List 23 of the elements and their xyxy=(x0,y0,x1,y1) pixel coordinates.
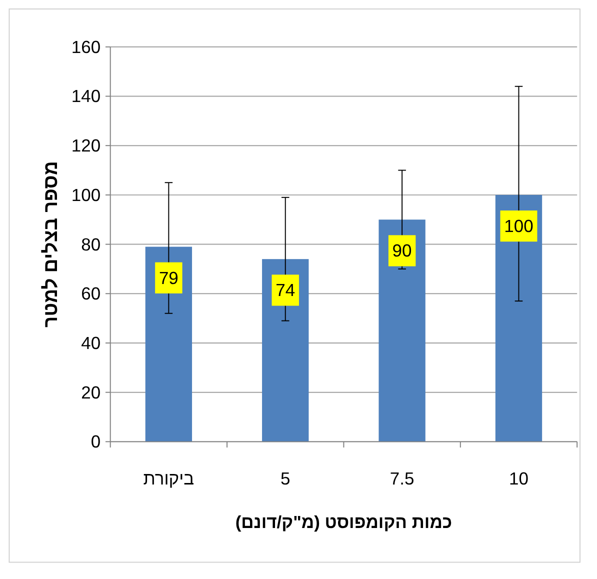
y-tick-label: 40 xyxy=(81,332,101,353)
x-tick-label: 5 xyxy=(280,468,290,488)
y-tick-label: 140 xyxy=(71,86,101,106)
y-tick-label: 0 xyxy=(90,432,101,452)
bar xyxy=(495,194,542,442)
y-tick-label: 100 xyxy=(71,184,101,205)
data-label: 74 xyxy=(276,280,296,300)
bar xyxy=(262,259,309,442)
data-label: 100 xyxy=(504,216,534,236)
y-axis-title: מספר בצלים למטר xyxy=(40,161,62,328)
y-tick-label: 160 xyxy=(71,36,101,57)
y-tick-label: 60 xyxy=(81,284,101,304)
bar xyxy=(145,246,192,442)
y-tick-label: 120 xyxy=(71,136,101,156)
y-tick-label: 20 xyxy=(81,382,101,402)
data-label: 79 xyxy=(158,268,178,288)
x-tick-label: ביקורת xyxy=(143,468,194,488)
y-tick-label: 80 xyxy=(81,234,101,254)
data-label: 90 xyxy=(392,240,412,261)
x-axis-title: כמות הקומפוסט (מ"ק/דונם) xyxy=(235,512,452,532)
x-tick-label: 10 xyxy=(509,468,529,488)
x-tick-label: 7.5 xyxy=(390,468,414,488)
bar xyxy=(378,220,426,442)
